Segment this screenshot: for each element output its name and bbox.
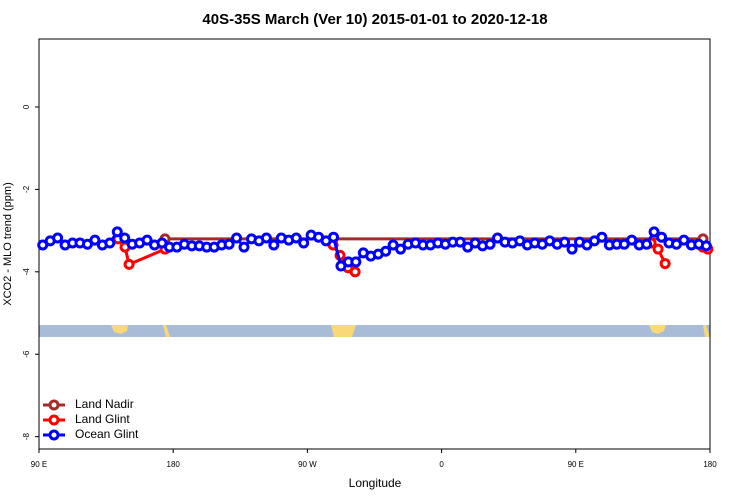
x-tick-label: 90 E: [31, 460, 47, 469]
point: [626, 234, 638, 246]
point: [111, 226, 123, 238]
y-tick-label: -6: [22, 350, 31, 358]
x-tick-label: 90 E: [568, 460, 584, 469]
y-tick-label: -8: [22, 433, 31, 441]
point: [559, 236, 571, 248]
x-axis-label: Longitude: [349, 476, 402, 490]
point: [104, 237, 116, 249]
map-strip: [39, 325, 710, 337]
y-tick-label: -4: [22, 268, 31, 276]
x-tick-label: 0: [439, 460, 444, 469]
point: [223, 238, 235, 250]
legend-label: Ocean Glint: [75, 427, 139, 441]
point: [484, 238, 496, 250]
point: [656, 231, 668, 243]
x-tick-label: 180: [167, 460, 181, 469]
y-axis-label: XCO2 - MLO trend (ppm): [2, 182, 14, 305]
land-blob: [163, 325, 170, 337]
point: [119, 232, 131, 244]
y-tick-label: -2: [22, 185, 31, 193]
ocean-strip: [39, 325, 710, 337]
land-blob: [331, 325, 356, 337]
point: [659, 258, 671, 270]
legend-marker: [48, 399, 60, 411]
point: [260, 232, 272, 244]
point: [231, 232, 243, 244]
legend-label: Land Nadir: [75, 397, 134, 411]
point: [678, 234, 690, 246]
x-tick-label: 90 W: [298, 460, 317, 469]
land-blob: [703, 325, 710, 337]
land-blob: [649, 325, 666, 334]
point: [290, 232, 302, 244]
legend-marker: [48, 429, 60, 441]
land-blob: [111, 325, 128, 334]
point: [596, 231, 608, 243]
point: [123, 258, 135, 270]
point: [350, 256, 362, 268]
point: [298, 237, 310, 249]
point: [395, 243, 407, 255]
point: [700, 240, 712, 252]
y-tick-label: 0: [22, 104, 31, 109]
legend-label: Land Glint: [75, 412, 130, 426]
point: [238, 241, 250, 253]
legend-marker: [48, 414, 60, 426]
point: [327, 231, 339, 243]
point: [648, 226, 660, 238]
point: [641, 238, 653, 250]
point: [89, 234, 101, 246]
point: [141, 234, 153, 246]
point: [380, 245, 392, 257]
point: [566, 243, 578, 255]
point: [349, 266, 361, 278]
chart-title: 40S-35S March (Ver 10) 2015-01-01 to 202…: [202, 11, 547, 28]
point: [454, 236, 466, 248]
x-tick-label: 180: [703, 460, 717, 469]
point: [52, 232, 64, 244]
point: [652, 243, 664, 255]
point: [268, 239, 280, 251]
